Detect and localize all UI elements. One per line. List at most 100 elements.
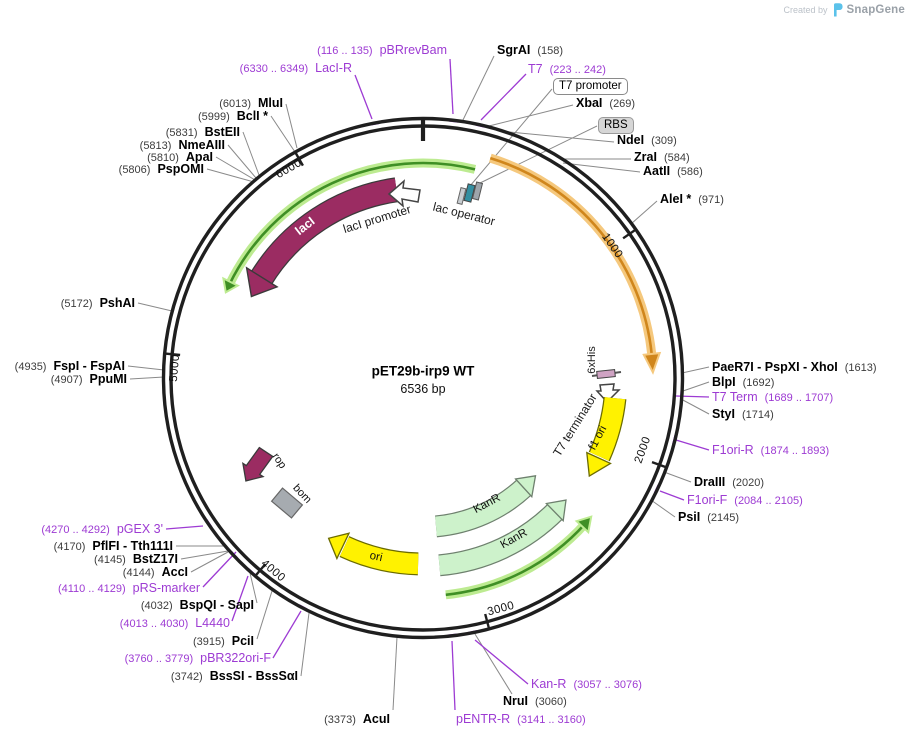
- transcript-arc-lacI: [222, 158, 477, 294]
- site-name: ZraI: [634, 150, 657, 164]
- enzyme-label-pcii: (3915) PciI: [193, 634, 254, 649]
- site-position: (223 .. 242): [549, 64, 606, 76]
- enzyme-label-pshai: (5172) PshAI: [61, 296, 135, 311]
- site-name: BstZ17I: [132, 552, 178, 566]
- enzyme-label-aatii: AatII (586): [643, 164, 703, 179]
- feature-ori-arrow: [327, 532, 419, 576]
- plasmid-size: 6536 bp: [400, 382, 446, 396]
- tick-label-5000: 5000: [167, 353, 183, 383]
- site-position: (1874 .. 1893): [760, 445, 830, 457]
- site-position: (3915): [192, 636, 225, 648]
- site-name: PpuMI: [89, 372, 128, 386]
- feature-lac-operator-boxes: [456, 181, 484, 205]
- enzyme-label-mlui: (6013) MluI: [219, 96, 283, 111]
- enzyme-label-draiii: DraIII (2020): [694, 475, 764, 490]
- enzyme-label-xbai: XbaI (269): [576, 96, 635, 111]
- site-name: PciI: [231, 634, 254, 648]
- feature-kanR-arrow-inner: [434, 475, 537, 538]
- site-position: (6013): [219, 98, 251, 110]
- site-position: (1613): [844, 362, 877, 374]
- snapgene-watermark: Created by SnapGene: [783, 3, 905, 17]
- watermark-brand: SnapGene: [846, 4, 905, 16]
- site-name: pRS-marker: [132, 581, 200, 595]
- site-name: PaeR7I - PspXI - XhoI: [712, 360, 838, 374]
- enzyme-label-zrai: ZraI (584): [634, 150, 690, 165]
- site-position: (5810): [147, 152, 179, 164]
- primer-leader-lines: [165, 58, 710, 711]
- enzyme-label-sgrai: SgrAI (158): [497, 43, 563, 58]
- site-position: (2020): [732, 477, 765, 489]
- site-position: (269): [609, 98, 636, 110]
- site-position: (4032): [140, 600, 173, 612]
- site-position: (309): [651, 135, 677, 147]
- site-name: BspQI - SapI: [179, 598, 254, 612]
- site-position: (3060): [535, 696, 567, 708]
- gene-arc-orange: [488, 153, 662, 375]
- site-position: (2145): [707, 512, 740, 524]
- site-position: (586): [677, 166, 703, 178]
- site-position: (158): [537, 45, 564, 57]
- site-name: AatII: [643, 164, 671, 178]
- site-position: (1689 .. 1707): [764, 392, 834, 404]
- primer-label-laci-r: (6330 .. 6349) LacI-R: [240, 61, 352, 76]
- primer-label-prs-marker: (4110 .. 4129) pRS-marker: [58, 581, 200, 596]
- site-name: SgrAI: [497, 43, 531, 57]
- transcript-arc-kanR: [445, 515, 593, 600]
- site-name: ApaI: [185, 150, 213, 164]
- site-name: AcuI: [362, 712, 390, 726]
- site-name: AleI *: [660, 192, 692, 206]
- site-name: L4440: [195, 616, 230, 630]
- feature-his-tag: [591, 369, 622, 379]
- primer-label-f1ori-r: F1ori-R (1874 .. 1893): [712, 443, 829, 458]
- site-position: (4907): [50, 374, 83, 386]
- site-position: (5806): [118, 164, 151, 176]
- enzyme-label-bsteii: (5831) BstEII: [166, 125, 240, 140]
- enzyme-label-bstz17i: (4145) BstZ17I: [94, 552, 178, 567]
- site-position: (3057 .. 3076): [573, 679, 642, 691]
- site-name: pENTR-R: [456, 712, 511, 726]
- site-name: BstEII: [204, 125, 240, 139]
- feature-rop-arrow: [242, 446, 274, 482]
- site-name: NdeI: [617, 133, 645, 147]
- primer-label-t7: T7 (223 .. 242): [528, 62, 606, 77]
- site-position: (4013 .. 4030): [119, 618, 189, 630]
- enzyme-label-bcli-: (5999) BclI *: [198, 109, 268, 124]
- enzyme-label-acui: (3373) AcuI: [324, 712, 390, 727]
- site-position: (4145): [94, 554, 126, 566]
- site-position: (6330 .. 6349): [239, 63, 309, 75]
- site-name: pBRrevBam: [379, 43, 447, 57]
- site-position: (4110 .. 4129): [57, 583, 126, 595]
- plasmid-name: pET29b-irp9 WT: [371, 363, 475, 379]
- feature-label-6xhis: 6xHis: [586, 346, 598, 374]
- site-position: (4270 .. 4292): [41, 524, 110, 536]
- site-name: Kan-R: [531, 677, 567, 691]
- feature-lacI-arrow: [245, 177, 399, 298]
- feature-kanR-arrow-outer: [438, 499, 567, 577]
- primer-label-f1ori-f: F1ori-F (2084 .. 2105): [687, 493, 803, 508]
- enzyme-label-nmeaiii: (5813) NmeAIII: [140, 138, 225, 153]
- site-position: (5813): [139, 140, 172, 152]
- site-position: (4935): [14, 361, 47, 373]
- site-name: DraIII: [694, 475, 726, 489]
- primer-label-pentr-r: pENTR-R (3141 .. 3160): [456, 712, 586, 727]
- feature-lacI-promoter-arrow: [387, 179, 421, 208]
- snapgene-logo-icon: [832, 3, 843, 17]
- enzyme-label-fspi-fspai: (4935) FspI - FspAI: [15, 359, 125, 374]
- site-name: F1ori-R: [712, 443, 754, 457]
- enzyme-label-ppumi: (4907) PpuMI: [51, 372, 127, 387]
- site-name: NmeAIII: [178, 138, 225, 152]
- primer-label-l4440: (4013 .. 4030) L4440: [120, 616, 230, 631]
- primer-label-t7-term: T7 Term (1689 .. 1707): [712, 390, 833, 405]
- site-position: (1714): [741, 409, 774, 421]
- enzyme-label-alei-: AleI * (971): [660, 192, 724, 207]
- feature-f1-ori-arrow: [586, 396, 627, 478]
- site-name: pBR322ori-F: [200, 651, 271, 665]
- site-name: XbaI: [576, 96, 603, 110]
- site-position: (584): [663, 152, 690, 164]
- site-name: PspOMI: [157, 162, 204, 176]
- site-position: (5999): [197, 111, 230, 123]
- site-name: PshAI: [99, 296, 135, 310]
- site-position: (5172): [60, 298, 93, 310]
- site-name: LacI-R: [315, 61, 352, 75]
